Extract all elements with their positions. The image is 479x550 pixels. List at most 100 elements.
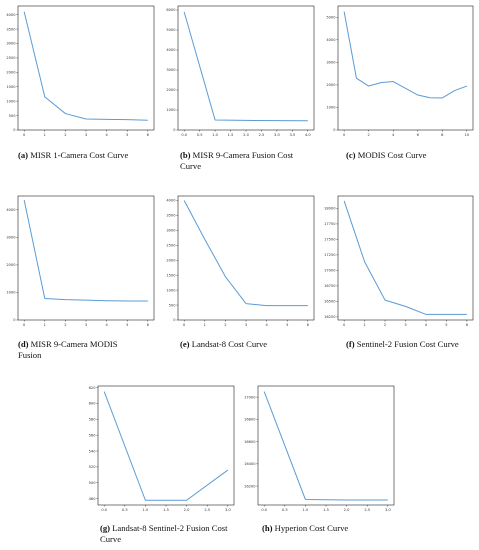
- chart-b-x-tick-label: 3.5: [290, 133, 296, 137]
- chart-a-x-tick-label: 4: [105, 133, 108, 137]
- chart-h-x-tick-label: 0.5: [282, 508, 288, 512]
- chart-b-x-tick-label: 0.5: [197, 133, 203, 137]
- chart-d-x-tick-label: 6: [147, 323, 150, 327]
- chart-a-cost-line: [23, 11, 148, 121]
- caption-d: (d) MISR 9-Camera MODIS Fusion: [18, 339, 133, 360]
- chart-d-y-tick-label: 0: [13, 318, 16, 322]
- chart-e-y-tick-label: 3500: [166, 214, 176, 218]
- chart-g-y-tick-label: 540: [89, 449, 97, 453]
- chart-e-y-tick-label: 3000: [166, 229, 176, 233]
- caption-f: (f) Sentinel-2 Fusion Cost Curve: [346, 339, 471, 350]
- chart-d-x-tick-label: 4: [105, 323, 108, 327]
- chart-f-x-tick-label: 1: [363, 323, 365, 327]
- caption-b-text: MISR 9-Camera Fusion Cost Curve: [180, 150, 294, 171]
- chart-b-x-tick-label: 3.0: [274, 133, 280, 137]
- chart-g-x-tick-label: 2.0: [184, 508, 190, 512]
- caption-e-label: (e): [180, 339, 190, 349]
- chart-e-y-tick-label: 1000: [166, 288, 176, 292]
- chart-f-x-tick-label: 2: [384, 323, 386, 327]
- chart-e-y-tick-label: 2000: [166, 258, 176, 262]
- chart-c-x-tick-label: 6: [417, 133, 420, 137]
- chart-c-y-tick-label: 2000: [326, 83, 336, 87]
- chart-panel-f: 0 1 2 3 4 5 6 16250 16500 16750 17000 17250 17500 177…: [320, 190, 479, 332]
- chart-c-x-tick-label: 10: [465, 133, 470, 137]
- chart-c-x-tick-label: 2: [368, 133, 370, 137]
- chart-a-x-tick-label: 3: [85, 133, 87, 137]
- chart-a-y-tick-label: 1500: [6, 85, 16, 89]
- chart-b-x-tick-label: 1.5: [228, 133, 234, 137]
- chart-d-y-tick-label: 1000: [6, 291, 16, 295]
- chart-e-svg: 0 1 2 3 4 5 6 0 500 1000 1500 2000 2500 3000 3500 4000: [166, 195, 315, 327]
- chart-e-y-tick-label: 2500: [166, 244, 176, 248]
- chart-h-x-tick-label: 0.0: [261, 508, 267, 512]
- chart-b-x-tick-label: 1.0: [212, 133, 218, 137]
- chart-b-x-tick-label: 4.0: [305, 133, 311, 137]
- caption-a: (a) MISR 1-Camera Cost Curve: [18, 150, 138, 161]
- chart-b-y-tick-label: 0: [173, 128, 176, 132]
- chart-b-y-tick-label: 1000: [166, 108, 176, 112]
- chart-h-x-tick-label: 2.0: [344, 508, 350, 512]
- caption-h-label: (h): [262, 523, 273, 533]
- chart-b-y-tick-label: 4000: [166, 48, 176, 52]
- caption-a-text: MISR 1-Camera Cost Curve: [30, 150, 129, 160]
- chart-d-y-tick-label: 4000: [6, 208, 16, 212]
- chart-a-y-tick-label: 1000: [6, 99, 16, 103]
- chart-f-x-tick-label: 5: [445, 323, 447, 327]
- chart-e-y-tick-label: 4000: [166, 199, 176, 203]
- caption-g-label: (g): [100, 523, 111, 533]
- chart-e-y-tick-label: 500: [169, 303, 177, 307]
- chart-b-y-tick-label: 5000: [166, 28, 176, 32]
- chart-g-y-tick-label: 600: [89, 402, 97, 406]
- chart-a-y-tick-label: 3500: [6, 27, 16, 31]
- chart-e-x-tick-label: 6: [307, 323, 310, 327]
- chart-g-y-tick-label: 580: [89, 418, 97, 422]
- chart-e-axes-frame: [177, 195, 315, 321]
- chart-g-x-tick-label: 3.0: [225, 508, 231, 512]
- chart-c-y-tick-label: 5000: [326, 15, 336, 19]
- chart-c-y-tick-label: 1000: [326, 106, 336, 110]
- chart-c-cost-line: [343, 11, 468, 99]
- chart-panel-g: 0.0 0.5 1.0 1.5 2.0 2.5 3.0 480 500 520 540 560 580 6…: [80, 380, 240, 517]
- chart-a-y-tick-label: 500: [9, 114, 17, 118]
- chart-f-y-tick-label: 17500: [324, 238, 336, 242]
- chart-panel-a: 0 1 2 3 4 5 6 0 500 1000 1500 2000 2500 3000 3500 4000: [0, 0, 160, 142]
- chart-h-y-tick-label: 16200: [244, 484, 256, 488]
- chart-b-svg: 0.0 0.5 1.0 1.5 2.0 2.5 3.0 3.5 4.0 0 1000 2000 3000…: [166, 5, 315, 137]
- caption-a-label: (a): [18, 150, 29, 160]
- chart-g-x-tick-label: 2.5: [204, 508, 210, 512]
- chart-d-x-tick-label: 3: [85, 323, 87, 327]
- chart-c-y-tick-label: 4000: [326, 38, 336, 42]
- chart-a-y-tick-label: 3000: [6, 42, 16, 46]
- chart-c-x-tick-label: 4: [392, 133, 395, 137]
- chart-a-x-tick-label: 0: [23, 133, 26, 137]
- chart-b-x-tick-label: 2.5: [259, 133, 265, 137]
- chart-e-y-tick-label: 1500: [166, 273, 176, 277]
- chart-d-x-tick-label: 2: [64, 323, 66, 327]
- chart-f-axes-frame: [337, 195, 474, 321]
- chart-f-y-tick-label: 17000: [324, 269, 336, 273]
- chart-b-y-tick-label: 6000: [166, 8, 176, 12]
- chart-g-y-tick-label: 480: [89, 497, 97, 501]
- chart-a-x-tick-label: 2: [64, 133, 66, 137]
- chart-c-x-tick-label: 8: [441, 133, 444, 137]
- chart-panel-c: 0 2 4 6 8 10 0 1000 2000 3000 4000 5000: [320, 0, 479, 142]
- caption-b: (b) MISR 9-Camera Fusion Cost Curve: [180, 150, 305, 171]
- chart-f-svg: 0 1 2 3 4 5 6 16250 16500 16750 17000 17250 17500 177…: [324, 195, 474, 327]
- chart-h-x-tick-label: 2.5: [364, 508, 370, 512]
- chart-c-svg: 0 2 4 6 8 10 0 1000 2000 3000 4000 5000: [326, 5, 474, 137]
- chart-g-x-tick-label: 1.0: [143, 508, 149, 512]
- chart-f-x-tick-label: 4: [425, 323, 428, 327]
- chart-panel-d: 0 1 2 3 4 5 6 0 1000 2000 3000 4000: [0, 190, 160, 332]
- caption-d-label: (d): [18, 339, 29, 349]
- caption-b-label: (b): [180, 150, 191, 160]
- chart-c-y-tick-label: 3000: [326, 61, 336, 65]
- chart-panel-e: 0 1 2 3 4 5 6 0 500 1000 1500 2000 2500 3000 3500 4000: [160, 190, 320, 332]
- chart-a-y-tick-label: 2500: [6, 56, 16, 60]
- chart-e-x-tick-label: 4: [265, 323, 268, 327]
- chart-a-x-tick-label: 5: [126, 133, 128, 137]
- chart-g-x-tick-label: 0.5: [122, 508, 128, 512]
- caption-c: (c) MODIS Cost Curve: [346, 150, 471, 161]
- chart-a-x-tick-label: 1: [44, 133, 46, 137]
- chart-h-x-tick-label: 1.0: [303, 508, 309, 512]
- chart-f-y-tick-label: 16500: [324, 300, 336, 304]
